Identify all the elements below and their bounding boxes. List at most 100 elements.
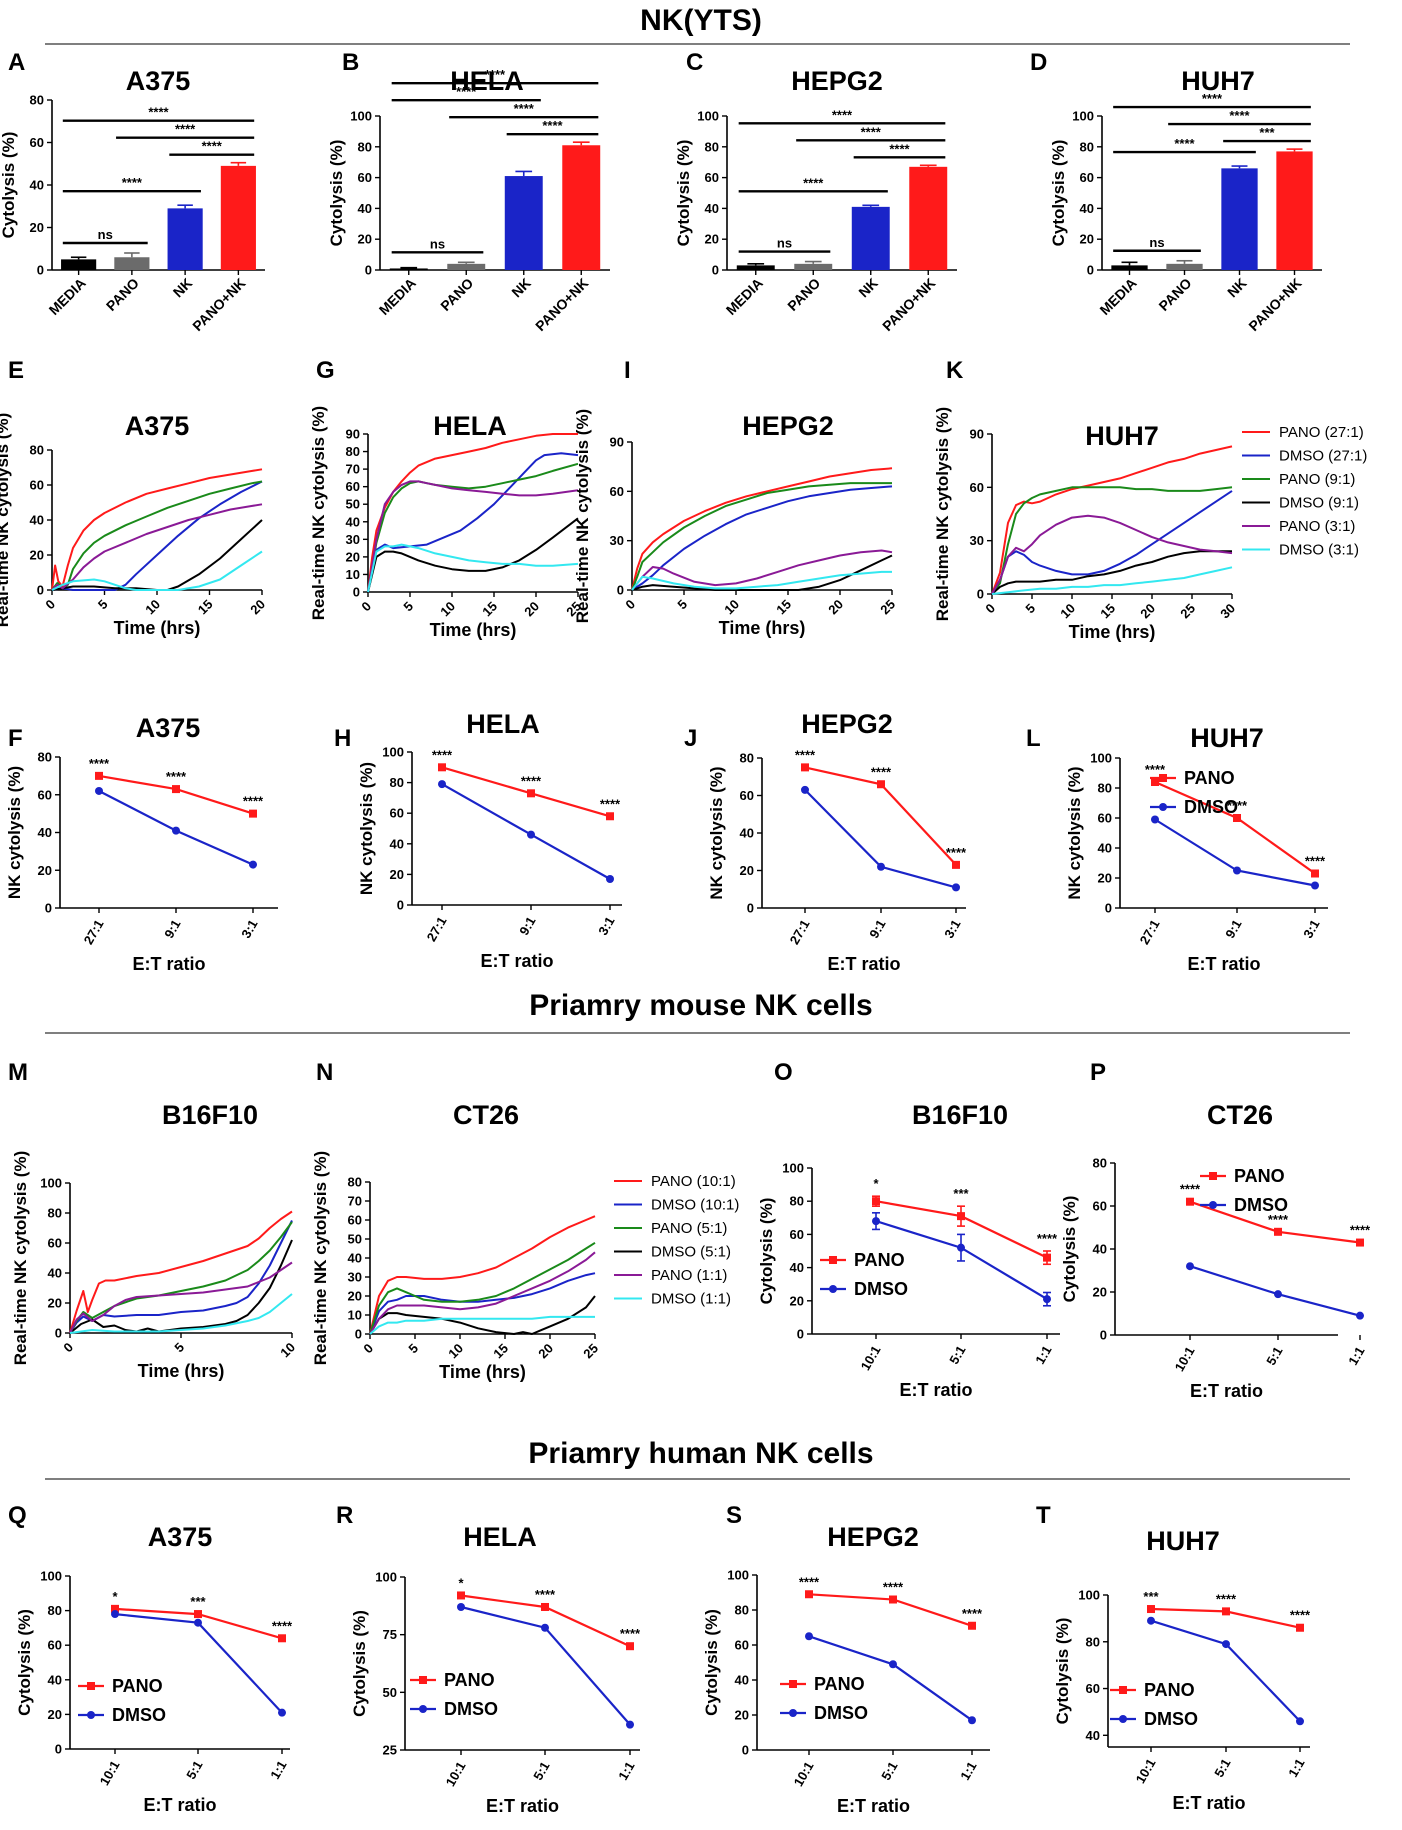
- y-tick-label: 40: [790, 1260, 804, 1275]
- x-axis-label: Time (hrs): [1069, 622, 1156, 642]
- y-tick-label: 80: [705, 139, 719, 154]
- panel-title: CT26: [1207, 1100, 1273, 1130]
- x-tick-label: 5:1: [530, 1759, 552, 1783]
- x-tick-label: 20: [825, 597, 846, 618]
- data-point: [606, 812, 614, 821]
- series-line: [991, 550, 1232, 595]
- significance-label: ****: [871, 764, 892, 779]
- series-line: [991, 566, 1233, 595]
- x-tick-label: 5: [171, 1340, 187, 1356]
- y-tick-label: 90: [346, 427, 360, 442]
- y-tick-label: 80: [48, 1603, 62, 1618]
- data-point: [1356, 1311, 1364, 1320]
- legend-label: DMSO: [814, 1703, 868, 1723]
- series-line: [51, 480, 263, 591]
- y-tick-label: 40: [48, 1266, 62, 1281]
- x-tick-label: 9:1: [516, 914, 538, 938]
- y-tick-label: 80: [348, 1175, 362, 1190]
- y-tick-label: 40: [30, 513, 44, 528]
- significance-label: ****: [946, 845, 967, 860]
- x-tick-label: 0: [358, 599, 374, 615]
- category-label: NK: [508, 275, 534, 301]
- series-line: [631, 549, 893, 591]
- y-axis-label: Cytolysis (%): [1060, 1196, 1079, 1303]
- category-label: MEDIA: [376, 275, 419, 318]
- y-tick-label: 25: [383, 1743, 397, 1758]
- data-point: [1222, 1607, 1230, 1616]
- series-line: [369, 1315, 595, 1335]
- significance-label: ****: [861, 124, 882, 139]
- category-label: PANO+NK: [1245, 275, 1304, 334]
- y-tick-label: 60: [390, 806, 404, 821]
- y-tick-label: 60: [740, 788, 754, 803]
- data-point: [801, 785, 809, 794]
- y-tick-label: 80: [38, 750, 52, 765]
- category-label: NK: [1224, 275, 1250, 301]
- series-line: [631, 570, 892, 591]
- y-tick-label: 40: [38, 825, 52, 840]
- x-axis-label: Time (hrs): [719, 618, 806, 638]
- x-tick-label: 0: [60, 1340, 76, 1356]
- data-point: [801, 763, 809, 772]
- section-title-mouse: Priamry mouse NK cells: [529, 989, 873, 1022]
- data-point: [172, 826, 180, 835]
- y-tick-label: 80: [30, 93, 44, 108]
- x-axis-label: E:T ratio: [837, 1796, 910, 1816]
- y-tick-label: 20: [30, 220, 44, 235]
- x-tick-label: 1:1: [1345, 1344, 1367, 1368]
- significance-label: ***: [953, 1186, 969, 1201]
- y-tick-label: 60: [1080, 170, 1094, 185]
- x-tick-label: 27:1: [1137, 917, 1163, 947]
- y-tick-label: 60: [1093, 1199, 1107, 1214]
- section-header-mouse: Priamry mouse NK cells: [45, 989, 1350, 1034]
- legend-label: PANO: [854, 1250, 905, 1270]
- series-line: [631, 485, 893, 591]
- legend-label: PANO: [814, 1674, 865, 1694]
- y-axis-label: Cytolysis (%): [1049, 140, 1068, 247]
- panel-title: HELA: [466, 709, 540, 739]
- significance-label: ***: [1259, 125, 1275, 140]
- legend-label: DMSO: [1234, 1195, 1288, 1215]
- x-tick-label: 10: [1057, 601, 1078, 622]
- category-label: NK: [855, 275, 881, 301]
- y-tick-label: 40: [48, 1672, 62, 1687]
- x-tick-label: 10:1: [97, 1758, 123, 1788]
- data-point: [541, 1602, 549, 1611]
- data-point: [457, 1591, 465, 1600]
- data-point: [95, 771, 103, 780]
- significance-label: ****: [456, 84, 477, 99]
- significance-label: ****: [542, 118, 563, 133]
- panel-letter: I: [624, 357, 631, 384]
- data-point: [1151, 815, 1159, 824]
- series-line: [69, 1221, 293, 1334]
- x-axis-label: E:T ratio: [143, 1795, 216, 1815]
- significance-label: ****: [1350, 1223, 1371, 1238]
- data-point: [952, 860, 960, 869]
- panel-letter: J: [684, 725, 697, 752]
- panel-title: B16F10: [162, 1100, 258, 1130]
- series-line: [441, 783, 611, 880]
- y-tick-label: 10: [348, 1308, 362, 1323]
- panel-title: HUH7: [1190, 723, 1264, 753]
- data-point: [957, 1212, 965, 1221]
- significance-label: ****: [883, 1580, 904, 1595]
- bar: [794, 263, 833, 270]
- data-point: [194, 1610, 202, 1619]
- y-tick-label: 40: [735, 1673, 749, 1688]
- bar: [1276, 151, 1313, 270]
- legend-marker: [1209, 1201, 1217, 1209]
- panel-H: H HELA 0 20 40 60 80 100 NK cytolysis (%) 27:1 9:1…: [334, 709, 622, 971]
- y-tick-label: 30: [970, 533, 984, 548]
- y-axis-label: Real-time NK cytolysis (%): [11, 1151, 30, 1365]
- data-point: [1311, 881, 1319, 890]
- y-tick-label: 30: [348, 1270, 362, 1285]
- panel-letter: N: [316, 1059, 333, 1086]
- bar: [1221, 168, 1258, 270]
- series-line: [369, 1272, 596, 1335]
- bar: [1166, 263, 1203, 270]
- panel-title: HUH7: [1181, 66, 1255, 96]
- panel-letter: L: [1026, 725, 1041, 752]
- x-tick-label: 3:1: [595, 914, 617, 938]
- y-tick-label: 100: [1072, 109, 1094, 124]
- data-point: [1043, 1253, 1051, 1262]
